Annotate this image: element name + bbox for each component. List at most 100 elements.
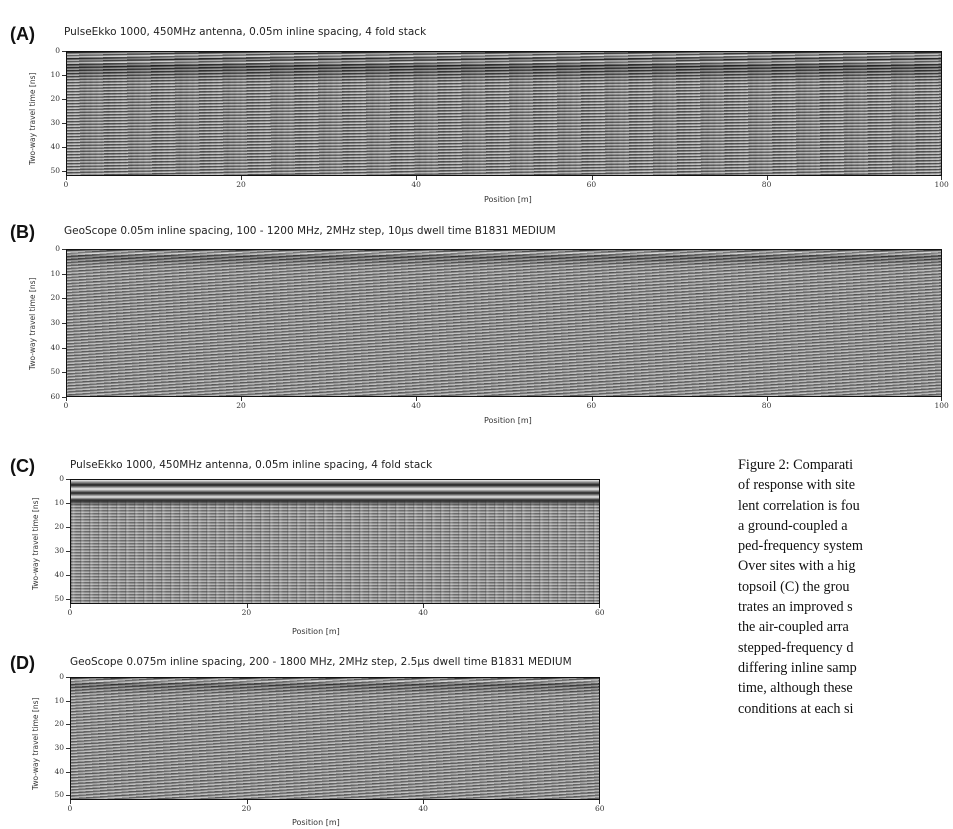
x-tick-mark: [241, 176, 243, 180]
y-tick-mark: [66, 551, 70, 553]
caption-line: differing inline samp: [738, 659, 857, 676]
y-tick-label: 30: [54, 742, 64, 752]
x-tick-label: 60: [586, 401, 597, 410]
y-tick-label: 10: [54, 695, 64, 705]
y-tick-label: 20: [54, 719, 64, 729]
y-tick-label: 30: [50, 318, 60, 327]
x-tick-label: 40: [418, 804, 428, 813]
y-tick-mark: [66, 795, 70, 797]
panel-a-title: PulseEkko 1000, 450MHz antenna, 0.05m in…: [64, 26, 427, 38]
x-tick-label: 20: [236, 180, 246, 189]
y-tick-mark: [66, 575, 70, 577]
x-tick-label: 40: [411, 401, 421, 410]
y-tick-mark: [62, 123, 66, 125]
y-tick-mark: [62, 51, 66, 52]
x-tick-label: 100: [934, 401, 949, 410]
panel-a-ylabel: Two-way travel time [ns]: [28, 72, 37, 165]
x-tick-mark: [416, 176, 418, 180]
x-tick-label: 0: [67, 608, 73, 617]
x-tick-label: 100: [934, 180, 949, 189]
y-tick-label: 0: [55, 244, 60, 253]
y-tick-mark: [66, 677, 70, 678]
y-tick-mark: [62, 171, 66, 173]
x-tick-mark: [246, 604, 248, 608]
panel-a-radargram: [66, 51, 942, 176]
x-tick-label: 0: [63, 401, 69, 410]
caption-line: the air-coupled arra: [738, 619, 849, 636]
caption-line: lent correlation is fou: [738, 497, 860, 514]
panel-a-label: (A): [10, 24, 35, 44]
panel-a-xlabel: Position [m]: [484, 195, 532, 204]
x-tick-mark: [591, 176, 593, 180]
y-tick-label: 20: [50, 94, 60, 104]
x-tick-mark: [941, 176, 942, 180]
x-tick-label: 0: [67, 804, 73, 813]
x-tick-label: 60: [595, 804, 605, 813]
y-tick-label: 30: [54, 546, 64, 556]
y-tick-mark: [62, 75, 66, 77]
x-tick-label: 40: [411, 180, 421, 189]
caption-line: of response with site: [738, 477, 856, 494]
y-tick-mark: [62, 323, 66, 324]
x-tick-label: 20: [241, 608, 252, 617]
caption-line: trates an improved s: [738, 599, 853, 616]
y-tick-label: 40: [50, 142, 60, 152]
panel-b-ylabel: Two-way travel time [ns]: [28, 277, 37, 370]
panel-b-label: (B): [10, 222, 35, 242]
y-tick-label: 10: [50, 70, 60, 80]
y-tick-label: 30: [50, 118, 60, 128]
panel-c-ylabel: Two-way travel time [ns]: [31, 497, 40, 590]
x-tick-label: 60: [586, 180, 597, 189]
x-tick-label: 60: [595, 608, 605, 617]
caption-line: conditions at each si: [738, 700, 854, 717]
y-tick-mark: [62, 372, 66, 374]
x-tick-mark: [241, 397, 243, 401]
y-tick-mark: [66, 700, 70, 702]
y-tick-mark: [66, 527, 70, 529]
x-tick-mark: [66, 397, 67, 401]
y-tick-label: 10: [54, 498, 64, 508]
panel-c-title: PulseEkko 1000, 450MHz antenna, 0.05m in…: [70, 459, 433, 471]
x-tick-mark: [70, 604, 71, 608]
x-tick-mark: [70, 800, 71, 804]
y-tick-mark: [62, 147, 66, 149]
x-tick-mark: [766, 397, 768, 401]
caption-line: time, although these: [738, 680, 853, 697]
caption-line: topsoil (C) the grou: [738, 578, 850, 595]
y-tick-mark: [66, 503, 70, 505]
x-tick-mark: [416, 397, 418, 401]
y-tick-label: 20: [50, 293, 60, 303]
x-tick-mark: [591, 397, 593, 401]
y-tick-mark: [66, 599, 70, 601]
panel-d-ylabel: Two-way travel time [ns]: [31, 697, 40, 790]
y-tick-label: 60: [50, 392, 60, 401]
y-tick-label: 40: [50, 342, 60, 352]
y-tick-mark: [66, 724, 70, 726]
figure-caption: Figure 2: Comparati of response with sit…: [738, 455, 953, 719]
x-tick-mark: [423, 604, 425, 608]
panel-b-title: GeoScope 0.05m inline spacing, 100 - 120…: [64, 225, 556, 237]
y-tick-label: 10: [50, 268, 60, 278]
y-tick-label: 50: [54, 594, 64, 604]
x-tick-label: 20: [241, 804, 252, 813]
panel-d-title: GeoScope 0.075m inline spacing, 200 - 18…: [70, 656, 572, 668]
y-tick-mark: [66, 771, 70, 773]
y-tick-label: 40: [54, 766, 64, 776]
y-tick-mark: [62, 397, 66, 398]
panel-d-radargram: [70, 677, 600, 800]
panel-c-radargram: [70, 479, 600, 604]
x-tick-label: 80: [761, 401, 772, 410]
x-tick-mark: [941, 397, 942, 401]
caption-line: ped-frequency system: [738, 538, 863, 555]
x-tick-mark: [599, 800, 600, 804]
panel-d-label: (D): [10, 653, 35, 673]
x-tick-label: 0: [63, 180, 69, 189]
y-tick-label: 0: [59, 474, 64, 483]
x-tick-label: 40: [418, 608, 428, 617]
y-tick-label: 50: [50, 166, 60, 176]
panel-d-xlabel: Position [m]: [292, 818, 340, 827]
y-tick-label: 50: [54, 790, 64, 800]
x-tick-mark: [766, 176, 768, 180]
caption-line: Over sites with a hig: [738, 558, 856, 575]
panel-c-label: (C): [10, 456, 35, 476]
